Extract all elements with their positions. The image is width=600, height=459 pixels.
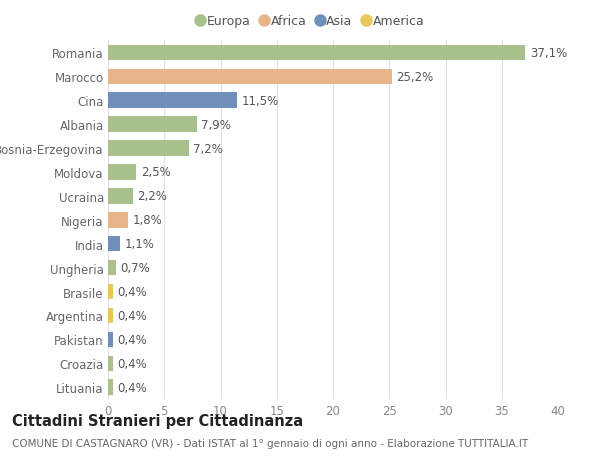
Bar xyxy=(108,45,526,61)
Text: 1,1%: 1,1% xyxy=(125,238,155,251)
Text: 2,5%: 2,5% xyxy=(140,166,170,179)
Bar xyxy=(108,236,121,252)
Text: 37,1%: 37,1% xyxy=(530,47,567,60)
Bar xyxy=(108,189,133,204)
Bar xyxy=(108,332,113,347)
Text: 7,2%: 7,2% xyxy=(193,142,223,155)
Text: 25,2%: 25,2% xyxy=(396,71,433,84)
Bar xyxy=(108,284,113,300)
Bar xyxy=(108,117,197,133)
Bar xyxy=(108,356,113,371)
Text: 0,4%: 0,4% xyxy=(117,333,147,346)
Bar xyxy=(108,213,128,228)
Text: 1,8%: 1,8% xyxy=(133,214,163,227)
Bar xyxy=(108,260,116,276)
Legend: Europa, Africa, Asia, America: Europa, Africa, Asia, America xyxy=(197,15,424,28)
Text: 0,7%: 0,7% xyxy=(121,262,150,274)
Bar xyxy=(108,380,113,395)
Bar xyxy=(108,165,136,180)
Text: 0,4%: 0,4% xyxy=(117,309,147,322)
Text: 0,4%: 0,4% xyxy=(117,357,147,370)
Text: 11,5%: 11,5% xyxy=(242,95,279,107)
Text: COMUNE DI CASTAGNARO (VR) - Dati ISTAT al 1° gennaio di ogni anno - Elaborazione: COMUNE DI CASTAGNARO (VR) - Dati ISTAT a… xyxy=(12,438,528,448)
Bar xyxy=(108,93,238,109)
Text: 2,2%: 2,2% xyxy=(137,190,167,203)
Bar xyxy=(108,141,189,157)
Bar xyxy=(108,69,392,85)
Text: 0,4%: 0,4% xyxy=(117,285,147,298)
Bar xyxy=(108,308,113,324)
Text: Cittadini Stranieri per Cittadinanza: Cittadini Stranieri per Cittadinanza xyxy=(12,413,303,428)
Text: 0,4%: 0,4% xyxy=(117,381,147,394)
Text: 7,9%: 7,9% xyxy=(202,118,231,131)
